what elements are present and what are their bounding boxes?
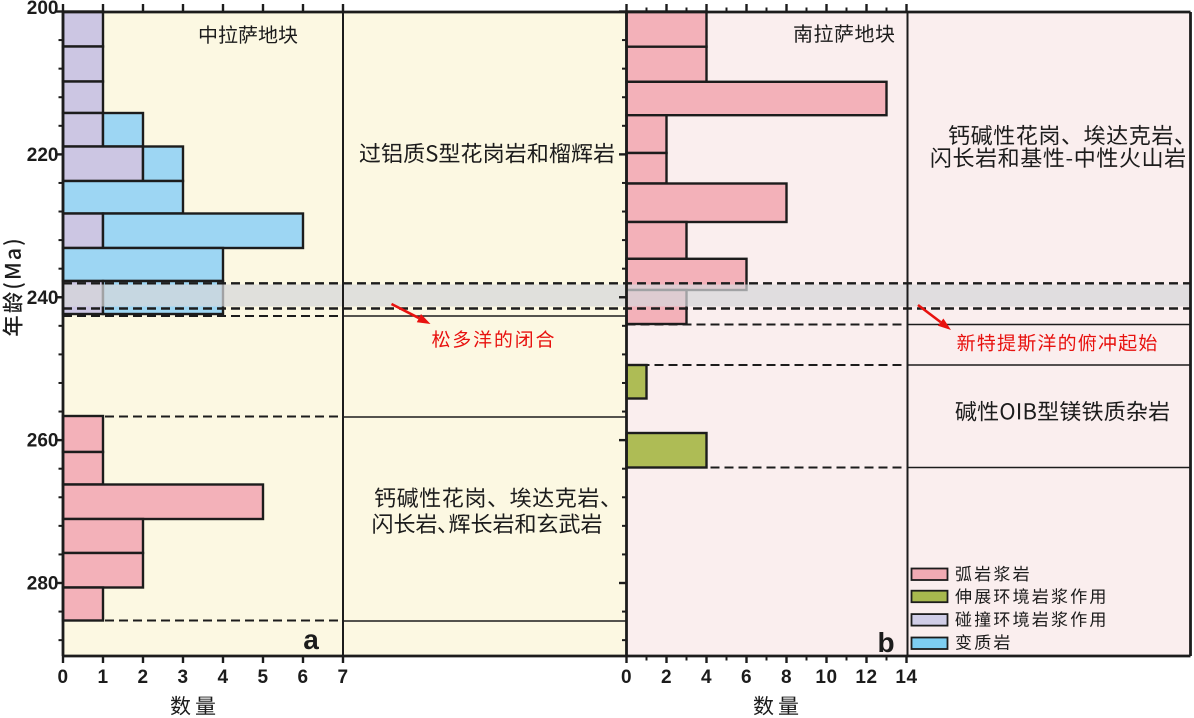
svg-text:240: 240 xyxy=(27,288,59,309)
svg-text:5: 5 xyxy=(257,667,268,688)
svg-text:3: 3 xyxy=(177,667,188,688)
svg-text:12: 12 xyxy=(855,667,877,688)
svg-text:4: 4 xyxy=(701,667,712,688)
svg-text:1: 1 xyxy=(97,667,108,688)
svg-text:8: 8 xyxy=(781,667,792,688)
svg-text:0: 0 xyxy=(621,667,632,688)
svg-text:280: 280 xyxy=(27,574,59,595)
svg-text:a: a xyxy=(303,624,319,655)
svg-text:7: 7 xyxy=(337,667,348,688)
svg-text:260: 260 xyxy=(27,431,59,452)
svg-text:2: 2 xyxy=(661,667,672,688)
svg-text:0: 0 xyxy=(57,667,68,688)
svg-text:6: 6 xyxy=(297,667,308,688)
svg-text:2: 2 xyxy=(137,667,148,688)
svg-text:10: 10 xyxy=(815,667,837,688)
svg-text:14: 14 xyxy=(895,667,917,688)
svg-text:220: 220 xyxy=(27,145,59,166)
svg-text:200: 200 xyxy=(27,0,59,19)
svg-text:b: b xyxy=(877,627,894,658)
svg-text:4: 4 xyxy=(217,667,228,688)
svg-text:6: 6 xyxy=(741,667,752,688)
